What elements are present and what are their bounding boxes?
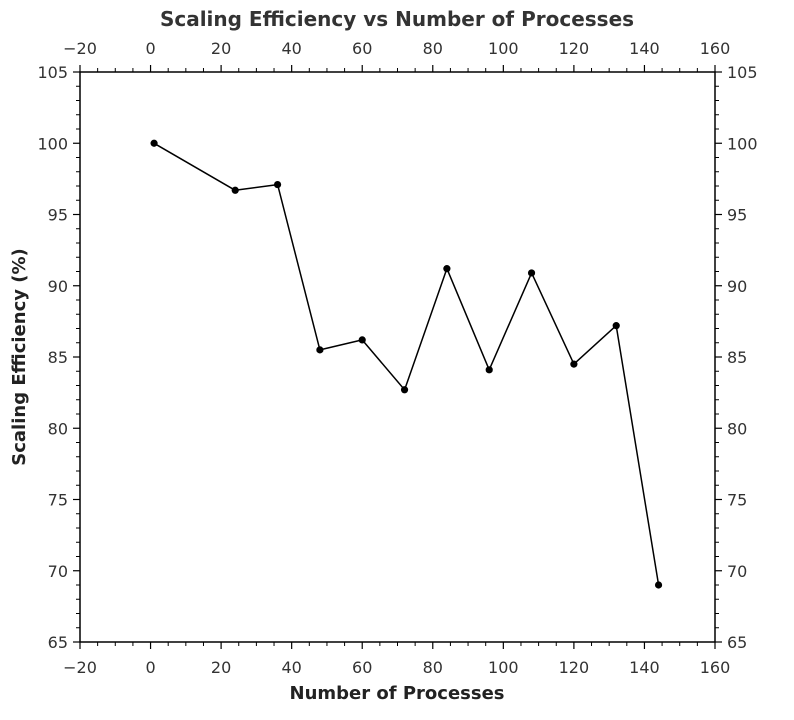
- x-tick-label: −20: [63, 658, 97, 677]
- x-tick-label-top: 20: [211, 39, 231, 58]
- x-tick-label: 100: [488, 658, 519, 677]
- y-tick-label: 75: [48, 491, 68, 510]
- x-tick-label: 120: [559, 658, 590, 677]
- plot-frame: [79, 71, 716, 643]
- data-point: [316, 346, 324, 354]
- x-tick-label-top: 80: [423, 39, 443, 58]
- data-point: [654, 581, 663, 589]
- x-tick-label-top: −20: [63, 39, 97, 58]
- x-axis-top: −20 0 20 40 60 80 100 120 140 160: [63, 39, 730, 72]
- x-tick-label-top: 0: [145, 39, 155, 58]
- y-tick-label: 80: [48, 419, 68, 438]
- y-tick-label-right: 95: [727, 206, 747, 225]
- series-layer: [150, 139, 663, 589]
- y-tick-label: 100: [37, 134, 68, 153]
- x-tick-label-top: 60: [352, 39, 372, 58]
- y-tick-label-right: 85: [727, 348, 747, 367]
- y-tick-label-right: 70: [727, 562, 747, 581]
- data-point: [150, 139, 158, 147]
- data-point: [612, 322, 620, 330]
- y-tick-label: 105: [37, 63, 68, 82]
- y-tick-label-right: 100: [727, 134, 758, 153]
- x-axis-bottom: −20 0 20 40 60 80 100 120 140 160: [63, 642, 730, 677]
- x-tick-label: 0: [145, 658, 155, 677]
- x-tick-label-top: 120: [559, 39, 590, 58]
- data-point: [358, 336, 366, 344]
- y-tick-label-right: 105: [727, 63, 758, 82]
- y-tick-label: 70: [48, 562, 68, 581]
- x-tick-label-top: 100: [488, 39, 519, 58]
- y-tick-label: 85: [48, 348, 68, 367]
- y-tick-label-right: 80: [727, 419, 747, 438]
- chart-title: Scaling Efficiency vs Number of Processe…: [160, 7, 634, 31]
- data-point: [527, 269, 536, 277]
- y-tick-label: 90: [48, 277, 68, 296]
- x-tick-label-top: 160: [700, 39, 731, 58]
- data-point: [273, 180, 282, 189]
- x-tick-label: 20: [211, 658, 231, 677]
- x-tick-label-top: 40: [281, 39, 301, 58]
- x-tick-label: 60: [352, 658, 372, 677]
- data-point: [570, 360, 578, 368]
- y-axis-right: 65 70 75 80 85 90 95 100 105: [715, 63, 758, 652]
- data-point: [400, 386, 409, 394]
- y-tick-label-right: 90: [727, 277, 747, 296]
- x-tick-label: 40: [281, 658, 301, 677]
- x-tick-label-top: 140: [629, 39, 660, 58]
- y-axis-left: 65 70 75 80 85 90 95 100 105: [37, 63, 80, 652]
- x-axis-title: Number of Processes: [290, 683, 505, 704]
- y-axis-title: Scaling Efficiency (%): [9, 248, 30, 465]
- y-tick-label-right: 65: [727, 633, 747, 652]
- y-tick-label: 65: [48, 633, 68, 652]
- y-tick-label-right: 75: [727, 491, 747, 510]
- x-tick-label: 140: [629, 658, 660, 677]
- series-line: [153, 142, 660, 586]
- data-point: [443, 265, 451, 273]
- data-point: [485, 366, 493, 374]
- data-point: [231, 186, 239, 194]
- x-tick-label: 160: [700, 658, 731, 677]
- x-tick-label: 80: [423, 658, 443, 677]
- y-tick-label: 95: [48, 206, 68, 225]
